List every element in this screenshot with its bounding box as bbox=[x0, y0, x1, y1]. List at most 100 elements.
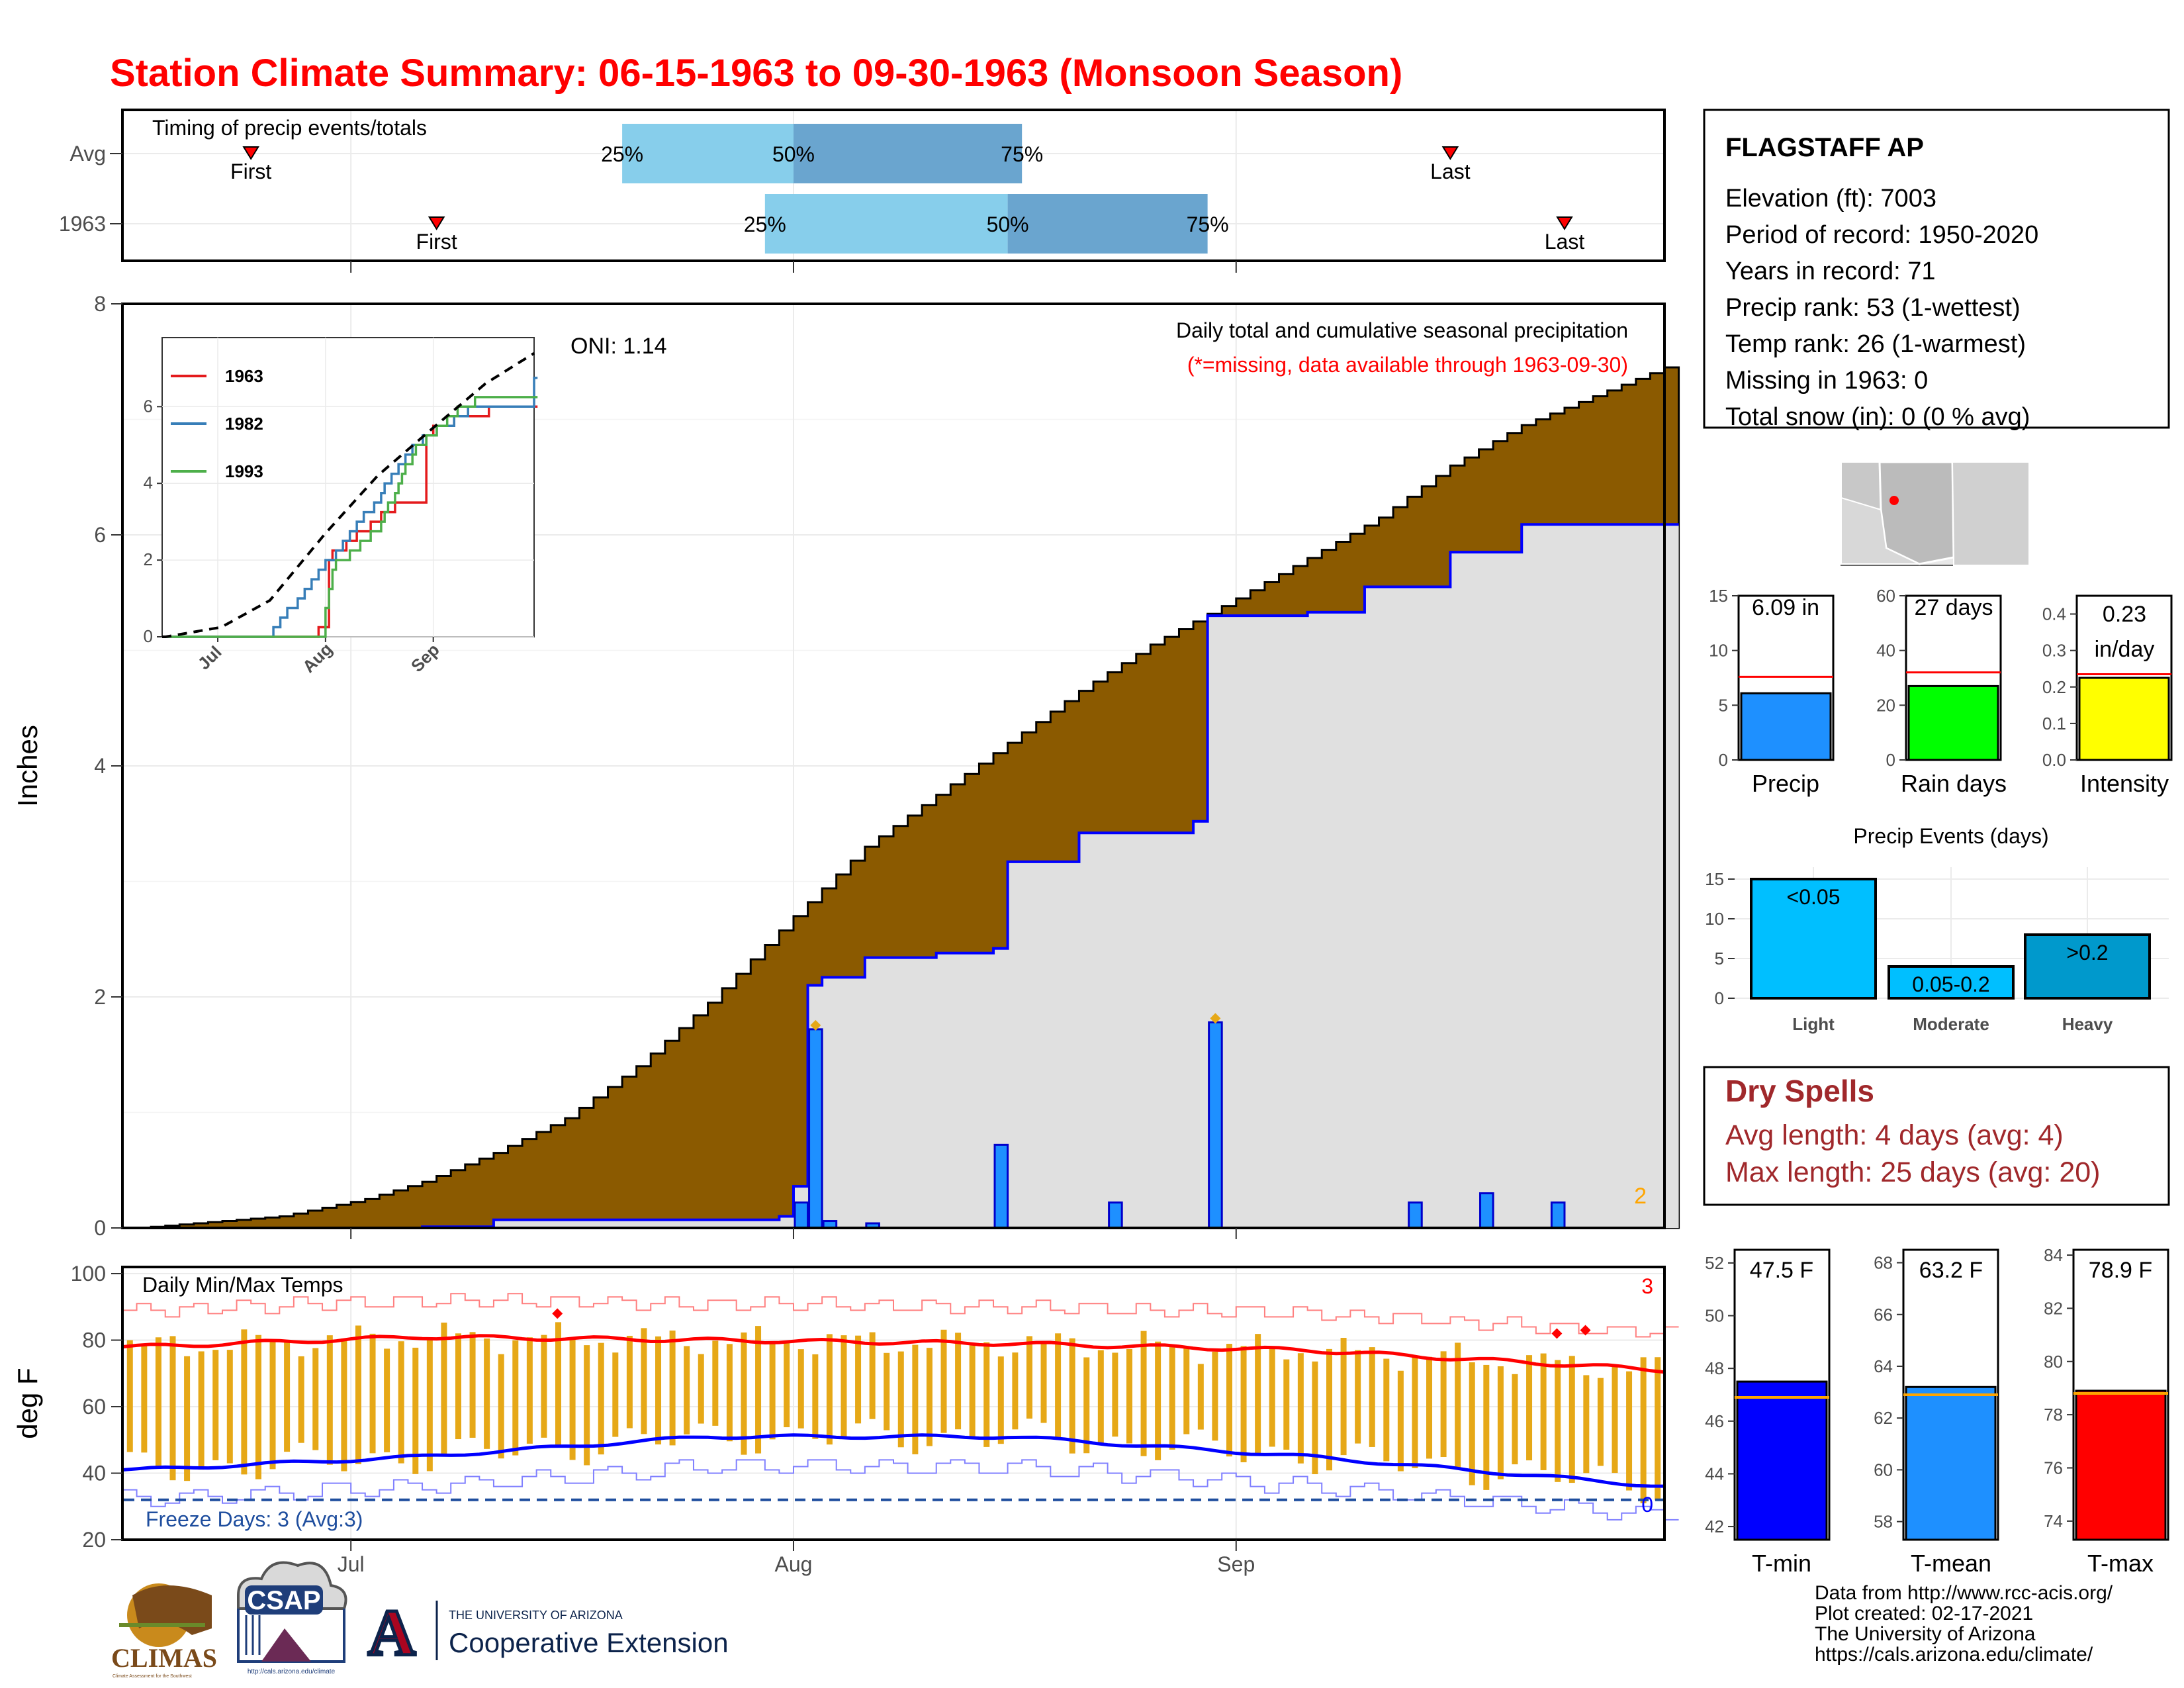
daily-precip-max-marker bbox=[1210, 1013, 1221, 1024]
temp-summary-bars: 42 44 46 48 50 52 47.5 F T-min 58 60 62 64 66 68 63.2 … bbox=[1705, 1245, 2169, 1577]
temp-blue-count: 0 bbox=[1641, 1493, 1653, 1517]
credits: Data from http://www.rcc-acis.org/ Plot … bbox=[1815, 1582, 2113, 1665]
csap-logo: CSAP http://cals.arizona.edu/climate bbox=[237, 1561, 347, 1675]
daily-temp-bar bbox=[569, 1338, 576, 1460]
climas-logo: CLIMAS Climate Assessment for the Southw… bbox=[111, 1583, 217, 1679]
temp-summary-tick-label: 82 bbox=[2044, 1298, 2063, 1318]
inset-legend-label: 1982 bbox=[225, 414, 263, 434]
events-bar bbox=[1750, 878, 1877, 1000]
daily-temp-bar bbox=[598, 1342, 604, 1455]
temp-plot bbox=[122, 1293, 1679, 1521]
daily-temp-bar bbox=[926, 1348, 933, 1446]
temp-summary-label: T-mean bbox=[1911, 1550, 1991, 1577]
precip-subtitle: Daily total and cumulative seasonal prec… bbox=[1176, 318, 1628, 342]
freeze-days-label: Freeze Days: 3 (Avg:3) bbox=[146, 1507, 363, 1531]
summary-bar-tick-label: 0.1 bbox=[2042, 714, 2066, 733]
credit-line: The University of Arizona bbox=[1815, 1623, 2036, 1645]
csap-url: http://cals.arizona.edu/climate bbox=[248, 1668, 336, 1675]
daily-temp-bar bbox=[1412, 1356, 1418, 1468]
timing-first-marker bbox=[428, 216, 445, 230]
station-line: Elevation (ft): 7003 bbox=[1725, 185, 1936, 212]
daily-temp-bar bbox=[384, 1348, 390, 1452]
daily-temp-bar bbox=[1512, 1374, 1518, 1465]
csap-badge bbox=[245, 1585, 323, 1615]
daily-temp-bar bbox=[1312, 1361, 1318, 1475]
daily-temp-bar bbox=[1183, 1347, 1190, 1434]
temp-ylabel: deg F bbox=[12, 1368, 43, 1438]
daily-temp-bar bbox=[912, 1344, 919, 1454]
timing-title: Timing of precip events/totals bbox=[152, 116, 427, 140]
daily-temp-bar bbox=[184, 1356, 191, 1481]
summary-bar-tick-label: 0.0 bbox=[2042, 750, 2066, 770]
timing-last-label: Last bbox=[1430, 160, 1471, 183]
daily-temp-bar bbox=[641, 1328, 647, 1434]
timing-q75-label: 75% bbox=[1187, 212, 1229, 236]
page-title: Station Climate Summary: 06-15-1963 to 0… bbox=[110, 52, 1402, 95]
timing-last-label: Last bbox=[1545, 230, 1585, 254]
daily-temp-bar bbox=[1155, 1341, 1161, 1460]
daily-temp-bar bbox=[1026, 1336, 1032, 1419]
timing-q75-label: 75% bbox=[1001, 142, 1043, 166]
precip-panel: 0 2 4 6 8 Daily total and cumulative seasona… bbox=[12, 292, 1680, 1240]
events-title: Precip Events (days) bbox=[1853, 824, 2048, 848]
summary-bar-tick-label: 15 bbox=[1709, 586, 1728, 606]
temp-summary-tick-label: 76 bbox=[2044, 1458, 2063, 1478]
temp-summary-tick-label: 80 bbox=[2044, 1352, 2063, 1372]
timing-bar-q50-q75 bbox=[1007, 194, 1208, 254]
station-line: Temp rank: 26 (1-warmest) bbox=[1725, 330, 2026, 358]
daily-temp-bar bbox=[241, 1329, 248, 1475]
daily-temp-bar bbox=[155, 1337, 161, 1467]
summary-bar-value: 27 days bbox=[1914, 595, 1993, 620]
temp-y-tick-label: 40 bbox=[82, 1462, 106, 1485]
daily-temp-bar bbox=[255, 1335, 261, 1479]
temp-summary-fill bbox=[1905, 1385, 1997, 1541]
temp-summary-tick-label: 42 bbox=[1705, 1517, 1724, 1536]
events-x-label: Heavy bbox=[2062, 1014, 2113, 1034]
temp-red-count: 3 bbox=[1641, 1274, 1653, 1298]
daily-temp-bar bbox=[812, 1354, 819, 1439]
daily-temp-bar bbox=[526, 1337, 533, 1444]
daily-temp-bar bbox=[1226, 1344, 1232, 1457]
daily-temp-bar bbox=[797, 1349, 804, 1429]
oni-label: ONI: 1.14 bbox=[570, 334, 667, 359]
daily-temp-bar bbox=[997, 1356, 1004, 1444]
summary-bar-value: 0.23 bbox=[2103, 602, 2146, 627]
map-arizona bbox=[1878, 461, 1955, 565]
daily-temp-bar bbox=[712, 1340, 719, 1426]
temp-summary-tick-label: 48 bbox=[1705, 1358, 1724, 1378]
inset-legend-label: 1993 bbox=[225, 461, 263, 481]
daily-temp-bar bbox=[555, 1322, 562, 1446]
daily-temp-bar bbox=[698, 1354, 704, 1424]
avg-tmin-line bbox=[122, 1433, 1665, 1488]
daily-temp-bar bbox=[1426, 1356, 1433, 1459]
daily-temp-bar bbox=[726, 1344, 733, 1442]
dry-spells-box: Dry Spells Avg length: 4 days (avg: 4) M… bbox=[1703, 1066, 2170, 1206]
precip-y-tick-label: 6 bbox=[94, 523, 106, 547]
daily-temp-bar bbox=[855, 1335, 862, 1424]
summary-bar-fill bbox=[1740, 692, 1832, 761]
daily-temp-bar bbox=[1255, 1334, 1261, 1456]
daily-temp-bar bbox=[1297, 1353, 1304, 1464]
dry-spells-avg: Avg length: 4 days (avg: 4) bbox=[1725, 1119, 2064, 1151]
daily-temp-bar bbox=[269, 1341, 276, 1470]
inset-frame bbox=[161, 337, 535, 637]
daily-precip-bar bbox=[993, 1143, 1009, 1229]
daily-temp-bar bbox=[1126, 1349, 1132, 1444]
daily-temp-bar bbox=[541, 1335, 547, 1438]
daily-temp-bar bbox=[484, 1338, 490, 1449]
daily-temp-bar bbox=[955, 1333, 962, 1430]
precip-y-tick-label: 8 bbox=[94, 292, 106, 316]
daily-temp-bar bbox=[626, 1335, 633, 1429]
ua-mark-bg bbox=[361, 1601, 422, 1656]
temp-summary-tick-label: 44 bbox=[1705, 1464, 1724, 1483]
record-high-marker bbox=[552, 1308, 563, 1319]
daily-temp-bar bbox=[1655, 1357, 1661, 1501]
daily-temp-bar bbox=[1197, 1364, 1204, 1430]
daily-temp-bar bbox=[1340, 1338, 1347, 1456]
daily-temp-bar bbox=[226, 1350, 233, 1464]
ua-top-text: THE UNIVERSITY OF ARIZONA bbox=[449, 1609, 623, 1622]
record-high-marker bbox=[1551, 1328, 1563, 1339]
daily-temp-bar bbox=[1469, 1362, 1475, 1485]
ua-logo: A THE UNIVERSITY OF ARIZONA Cooperative … bbox=[361, 1595, 729, 1671]
daily-temp-bar bbox=[1055, 1333, 1062, 1440]
